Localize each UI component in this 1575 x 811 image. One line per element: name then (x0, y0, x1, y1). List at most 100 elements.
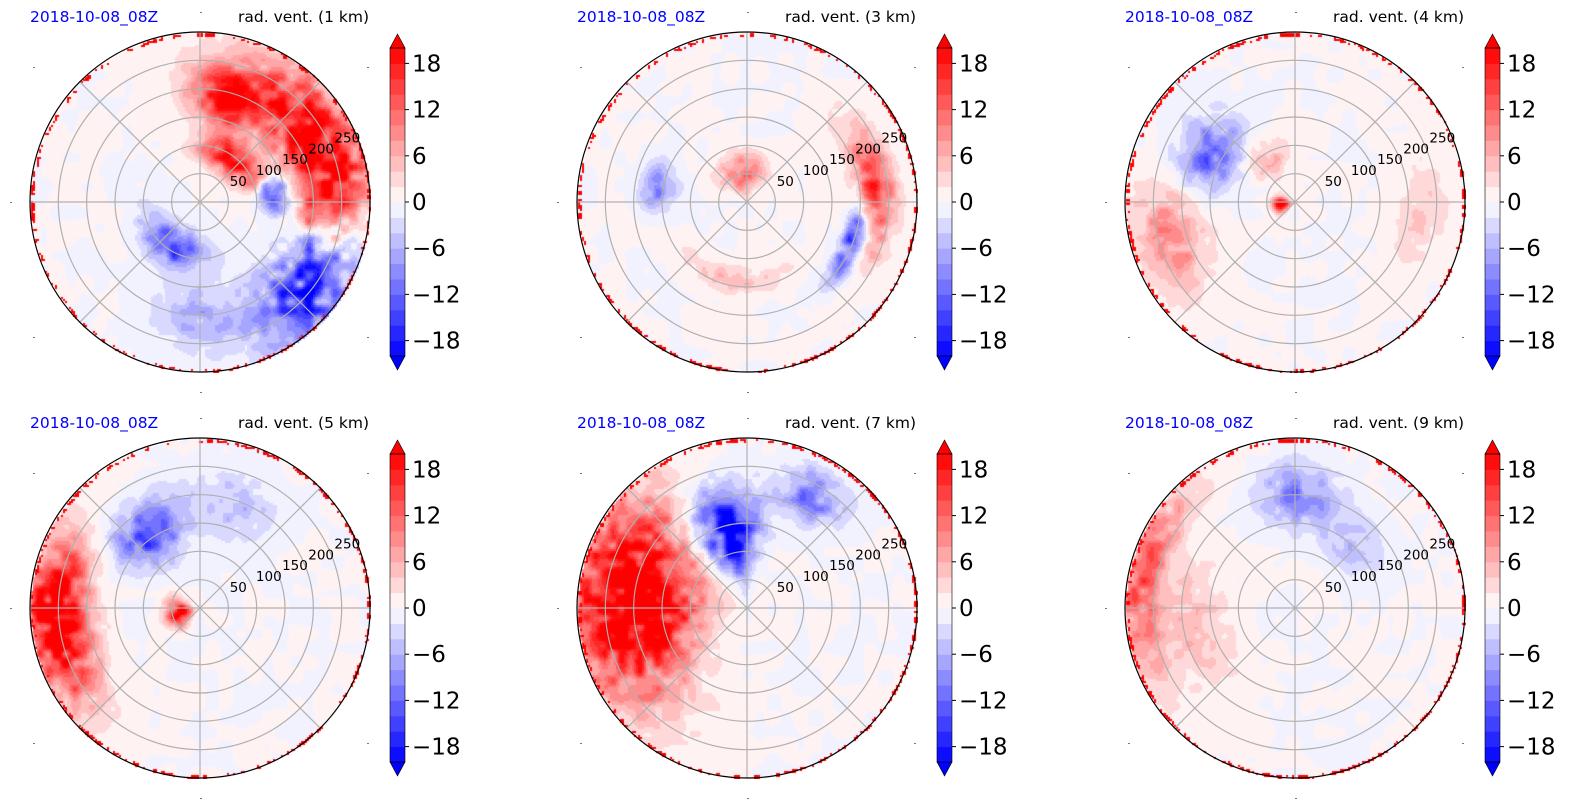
colorbar-tick-label: 18 (1507, 51, 1536, 77)
colorbar-band (1485, 294, 1500, 311)
radial-velocity-panel: 2018-10-08_08Z rad. vent. (3 km) 50 100 150 2… (547, 0, 1092, 405)
azimuth-gridline (626, 201, 748, 323)
colorbar-tick-label: 6 (1507, 550, 1522, 576)
colorbar-band (1485, 623, 1500, 640)
range-ring-label: 100 (1351, 569, 1377, 585)
colorbar-extend-min (389, 761, 406, 777)
axis-tick-mark (367, 67, 369, 68)
radial-velocity-panel: 2018-10-08_08Z rad. vent. (7 km) 50 100 150 2… (547, 406, 1092, 811)
colorbar-band (1485, 340, 1500, 357)
colorbar-band (390, 638, 405, 655)
colorbar-band (1485, 531, 1500, 547)
colorbar-band (937, 608, 952, 624)
colorbar-band (937, 232, 952, 249)
azimuth-gridline (746, 607, 868, 729)
axis-tick-mark (747, 418, 749, 419)
axis-tick-mark (33, 743, 35, 744)
colorbar-band (1485, 608, 1500, 624)
axis-tick-mark (10, 608, 12, 609)
azimuth-gridline (626, 607, 748, 729)
colorbar-band (937, 125, 952, 141)
radial-velocity-panel: 2018-10-08_08Z rad. vent. (5 km) 50 100 150 2… (0, 406, 545, 811)
colorbar-tick-label: 18 (959, 51, 988, 77)
colorbar-band (1485, 202, 1500, 218)
colorbar-tick-label: 6 (959, 144, 974, 170)
axis-tick-mark (1462, 337, 1464, 338)
colorbar-band (1485, 484, 1500, 501)
colorbar-tick-label: −6 (959, 236, 993, 262)
axis-tick-mark (1128, 743, 1130, 744)
colorbar-band (390, 140, 405, 157)
colorbar-tick-label: −18 (412, 329, 461, 355)
colorbar-band (390, 746, 405, 763)
colorbar-band (937, 171, 952, 188)
panel-variable-label: rad. vent. (1 km) (238, 8, 369, 26)
panel-date-label: 2018-10-08_08Z (1125, 8, 1254, 26)
colorbar-band (1485, 546, 1500, 563)
colorbar-tick-label: 12 (1507, 504, 1536, 530)
azimuth-gridline (1294, 487, 1416, 609)
colorbar-band (1485, 654, 1500, 671)
azimuth-gridline (79, 201, 201, 323)
colorbar-band (937, 638, 952, 655)
colorbar-band (937, 531, 952, 547)
colorbar-band (390, 217, 405, 234)
colorbar-tick-label: −6 (412, 642, 446, 668)
colorbar-band (390, 654, 405, 671)
colorbar-band (390, 109, 405, 126)
range-ring-label: 50 (1325, 174, 1342, 190)
colorbar-tick-label: −12 (959, 688, 1008, 714)
range-ring-label: 50 (1325, 580, 1342, 596)
colorbar-band (937, 500, 952, 517)
colorbar-extend-max (1484, 439, 1501, 455)
colorbar-band (1485, 715, 1500, 732)
colorbar-band (1485, 263, 1500, 280)
panel-variable-label: rad. vent. (4 km) (1333, 8, 1464, 26)
colorbar-band (1485, 685, 1500, 701)
colorbar-extend-min (1484, 761, 1501, 777)
colorbar-band (937, 715, 952, 732)
colorbar-band (937, 94, 952, 111)
axis-tick-mark (747, 392, 749, 393)
range-ring-label: 250 (1429, 130, 1455, 146)
colorbar-tick-label: 0 (412, 596, 427, 622)
colorbar-band (937, 186, 952, 203)
colorbar-band (937, 202, 952, 218)
colorbar-tick-label: −18 (412, 735, 461, 761)
colorbar-band (390, 202, 405, 218)
colorbar-tick-label: 6 (1507, 144, 1522, 170)
azimuth-gridline (746, 487, 868, 609)
colorbar-band (1485, 500, 1500, 517)
colorbar-band (937, 325, 952, 342)
colorbar-band (937, 546, 952, 563)
colorbar-band (390, 515, 405, 532)
colorbar-band (1485, 325, 1500, 342)
axis-tick-mark (367, 473, 369, 474)
colorbar-band (937, 592, 952, 609)
colorbar-band (937, 654, 952, 671)
panel-variable-label: rad. vent. (9 km) (1333, 414, 1464, 432)
colorbar-band (1485, 63, 1500, 80)
axis-tick-mark (33, 337, 35, 338)
range-ring-label: 250 (881, 130, 907, 146)
colorbar-band (390, 500, 405, 517)
azimuth-gridline (626, 487, 748, 609)
radial-velocity-panel: 2018-10-08_08Z rad. vent. (1 km) 50 100 150 2… (0, 0, 545, 405)
axis-tick-mark (914, 473, 916, 474)
azimuth-gridline (1174, 81, 1296, 203)
colorbar-band (390, 623, 405, 640)
colorbar-band (1485, 469, 1500, 486)
axis-tick-mark (1295, 392, 1297, 393)
azimuth-gridline (746, 81, 868, 203)
colorbar-band (1485, 561, 1500, 578)
colorbar-band (390, 685, 405, 701)
colorbar-band (937, 700, 952, 717)
colorbar-tick-label: −6 (1507, 236, 1541, 262)
colorbar-band (937, 561, 952, 578)
colorbar-tick-label: 0 (959, 190, 974, 216)
panel-date-label: 2018-10-08_08Z (577, 8, 706, 26)
colorbar-band (1485, 232, 1500, 249)
colorbar-band (1485, 746, 1500, 763)
